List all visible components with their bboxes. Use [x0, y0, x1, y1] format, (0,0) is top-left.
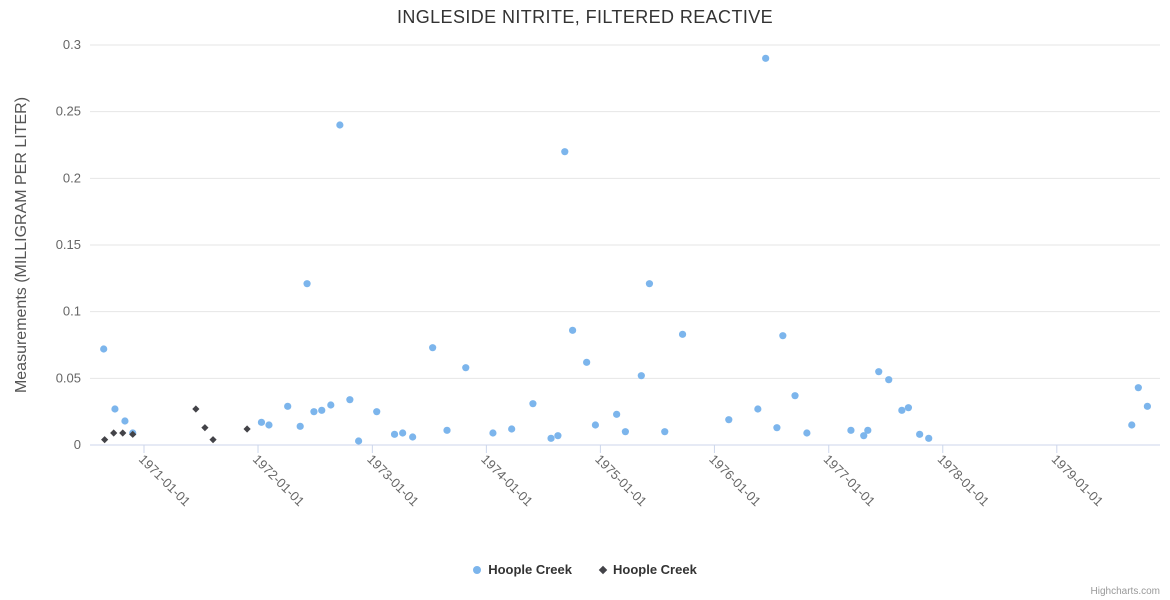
data-point[interactable] [791, 392, 799, 400]
data-point[interactable] [661, 428, 669, 436]
data-point[interactable] [296, 422, 304, 430]
data-point[interactable] [561, 148, 569, 156]
chart-title: INGLESIDE NITRITE, FILTERED REACTIVE [396, 7, 774, 27]
data-point[interactable] [508, 425, 516, 433]
data-point[interactable] [101, 436, 109, 444]
x-axis-tick-label: 1971-01-01 [136, 452, 194, 510]
data-point[interactable] [489, 429, 497, 437]
data-point[interactable] [554, 432, 562, 440]
data-point[interactable] [591, 421, 600, 429]
data-point[interactable] [129, 430, 137, 438]
data-point[interactable] [1143, 402, 1151, 410]
data-point[interactable] [399, 429, 407, 437]
x-axis-tick-label: 1973-01-01 [364, 452, 422, 510]
data-point[interactable] [583, 358, 591, 366]
data-point[interactable] [336, 121, 344, 129]
data-point[interactable] [243, 425, 251, 433]
data-point[interactable] [346, 396, 354, 404]
data-point[interactable] [864, 426, 872, 434]
x-axis-tick-label: 1976-01-01 [706, 452, 764, 510]
y-axis-title: Measurements (MILLIGRAM PER LITER) [13, 96, 30, 394]
x-axis-tick-label: 1978-01-01 [935, 452, 993, 510]
x-axis-tick-label: 1974-01-01 [478, 452, 536, 510]
data-point[interactable] [265, 421, 273, 429]
data-point[interactable] [303, 280, 311, 288]
data-point[interactable] [327, 401, 335, 409]
x-axis-tick-label: 1977-01-01 [821, 452, 879, 510]
legend-item-hoople-creek-circle[interactable]: Hoople Creek [473, 562, 572, 577]
data-point[interactable] [725, 416, 733, 424]
y-axis-tick-label: 0.1 [63, 304, 81, 319]
diamond-marker-icon [598, 565, 608, 574]
highcharts-credits-link[interactable]: Highcharts.com [1090, 586, 1160, 597]
data-point[interactable] [904, 404, 913, 412]
y-axis-tick-label: 0.25 [56, 104, 81, 119]
y-axis-tick-label: 0.3 [63, 37, 81, 52]
x-axis-tick-label: 1972-01-01 [250, 452, 308, 510]
x-axis-tick-label: 1979-01-01 [1049, 452, 1107, 510]
data-point[interactable] [121, 417, 129, 425]
data-point[interactable] [201, 424, 209, 432]
data-point[interactable] [100, 345, 108, 353]
data-point[interactable] [390, 430, 399, 438]
x-axis-tick-label: 1975-01-01 [592, 452, 650, 510]
data-point[interactable] [443, 426, 451, 434]
legend-item-label: Hoople Creek [613, 562, 697, 577]
data-point[interactable] [1134, 384, 1142, 392]
data-point[interactable] [355, 437, 363, 445]
data-point[interactable] [111, 405, 119, 413]
data-point[interactable] [119, 429, 127, 437]
data-point[interactable] [310, 408, 318, 416]
data-point[interactable] [409, 433, 417, 441]
circle-marker-icon [473, 565, 482, 574]
data-point[interactable] [284, 402, 292, 410]
data-point[interactable] [429, 344, 437, 352]
legend-item-hoople-creek-diamond[interactable]: Hoople Creek [598, 562, 697, 577]
y-axis-tick-label: 0 [74, 437, 81, 452]
y-axis-tick-label: 0.2 [63, 170, 81, 185]
data-point[interactable] [318, 406, 326, 414]
data-point[interactable] [847, 426, 855, 434]
legend-item-label: Hoople Creek [488, 562, 572, 577]
data-point[interactable] [209, 436, 217, 444]
data-point[interactable] [529, 400, 537, 408]
data-point[interactable] [885, 376, 893, 384]
data-point[interactable] [257, 418, 266, 426]
data-point[interactable] [110, 429, 118, 437]
data-point[interactable] [678, 330, 687, 338]
data-point[interactable] [547, 434, 555, 442]
legend: Hoople Creek Hoople Creek [0, 562, 1170, 577]
data-point[interactable] [803, 429, 811, 437]
y-axis-tick-label: 0.15 [56, 237, 81, 252]
data-point[interactable] [762, 54, 770, 62]
data-point[interactable] [192, 405, 200, 413]
data-point[interactable] [898, 406, 906, 414]
data-point[interactable] [875, 368, 883, 376]
data-point[interactable] [613, 410, 621, 418]
data-point[interactable] [645, 280, 654, 288]
data-point[interactable] [1128, 421, 1136, 429]
data-point[interactable] [925, 434, 933, 442]
data-point[interactable] [860, 432, 868, 440]
data-point[interactable] [779, 332, 787, 340]
data-point[interactable] [621, 428, 629, 436]
data-point[interactable] [373, 408, 381, 416]
data-point[interactable] [462, 364, 470, 372]
data-point[interactable] [568, 326, 577, 334]
data-point[interactable] [637, 372, 645, 380]
data-point[interactable] [916, 430, 924, 438]
y-axis-tick-label: 0.05 [56, 370, 81, 385]
data-point[interactable] [754, 405, 762, 413]
data-point[interactable] [773, 424, 781, 432]
